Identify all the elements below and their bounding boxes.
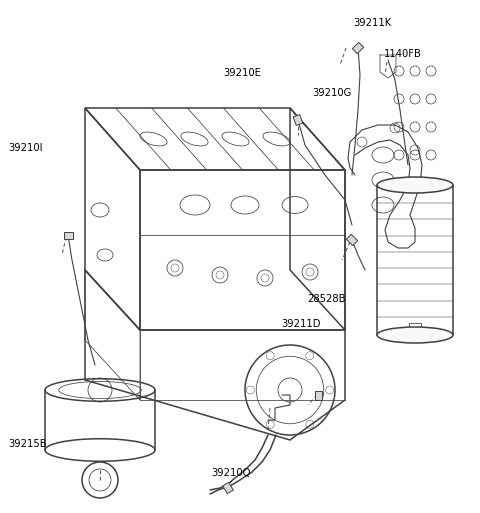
Text: 39215B: 39215B: [9, 439, 47, 449]
Polygon shape: [314, 390, 322, 400]
Polygon shape: [293, 114, 303, 125]
Polygon shape: [223, 482, 233, 494]
Text: 39210Q: 39210Q: [211, 468, 251, 478]
Polygon shape: [63, 231, 72, 239]
Text: 39210G: 39210G: [312, 88, 351, 98]
Text: 28528B: 28528B: [307, 293, 346, 304]
Ellipse shape: [377, 327, 453, 343]
Text: 39211D: 39211D: [281, 319, 320, 329]
Text: 39211K: 39211K: [353, 18, 391, 28]
Text: 39210I: 39210I: [9, 143, 43, 153]
Polygon shape: [352, 43, 364, 54]
Polygon shape: [347, 234, 358, 246]
Text: 39210E: 39210E: [223, 68, 261, 78]
Text: 1140FB: 1140FB: [384, 49, 422, 59]
Ellipse shape: [377, 177, 453, 193]
